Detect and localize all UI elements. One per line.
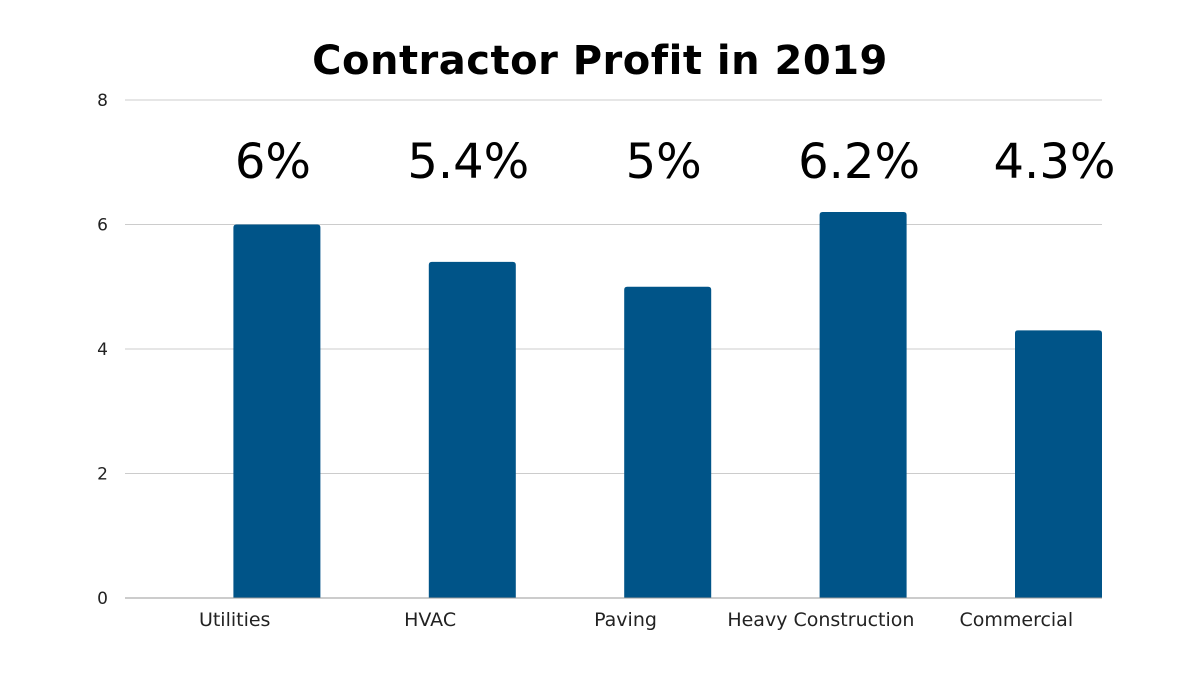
data-labels: 6% 5.4% 5% 6.2% 4.3%	[235, 134, 1116, 190]
x-category-label: Heavy Construction	[727, 609, 914, 631]
bar	[233, 224, 321, 598]
bar	[428, 261, 516, 598]
y-axis-tick-labels: 0 2 4 6 8	[97, 91, 108, 609]
data-label: 5.4%	[407, 134, 529, 190]
data-label: 6%	[235, 134, 311, 190]
data-label: 6.2%	[798, 134, 920, 190]
x-category-label: Utilities	[199, 609, 271, 631]
y-tick-label: 2	[97, 465, 108, 485]
bar	[624, 286, 712, 598]
data-label: 4.3%	[994, 134, 1116, 190]
bars	[233, 212, 1102, 599]
y-tick-label: 8	[97, 91, 108, 111]
bar	[819, 212, 907, 599]
x-axis-category-labels: Utilities HVAC Paving Heavy Construction Com…	[199, 609, 1073, 631]
x-category-label: Paving	[594, 609, 657, 631]
chart-title: Contractor Profit in 2019	[312, 38, 888, 84]
x-category-label: Commercial	[959, 609, 1073, 631]
y-tick-label: 6	[97, 216, 108, 236]
bar	[1015, 330, 1102, 598]
y-tick-label: 4	[97, 340, 108, 360]
x-category-label: HVAC	[404, 609, 456, 631]
y-tick-label: 0	[97, 589, 108, 609]
data-label: 5%	[626, 134, 702, 190]
